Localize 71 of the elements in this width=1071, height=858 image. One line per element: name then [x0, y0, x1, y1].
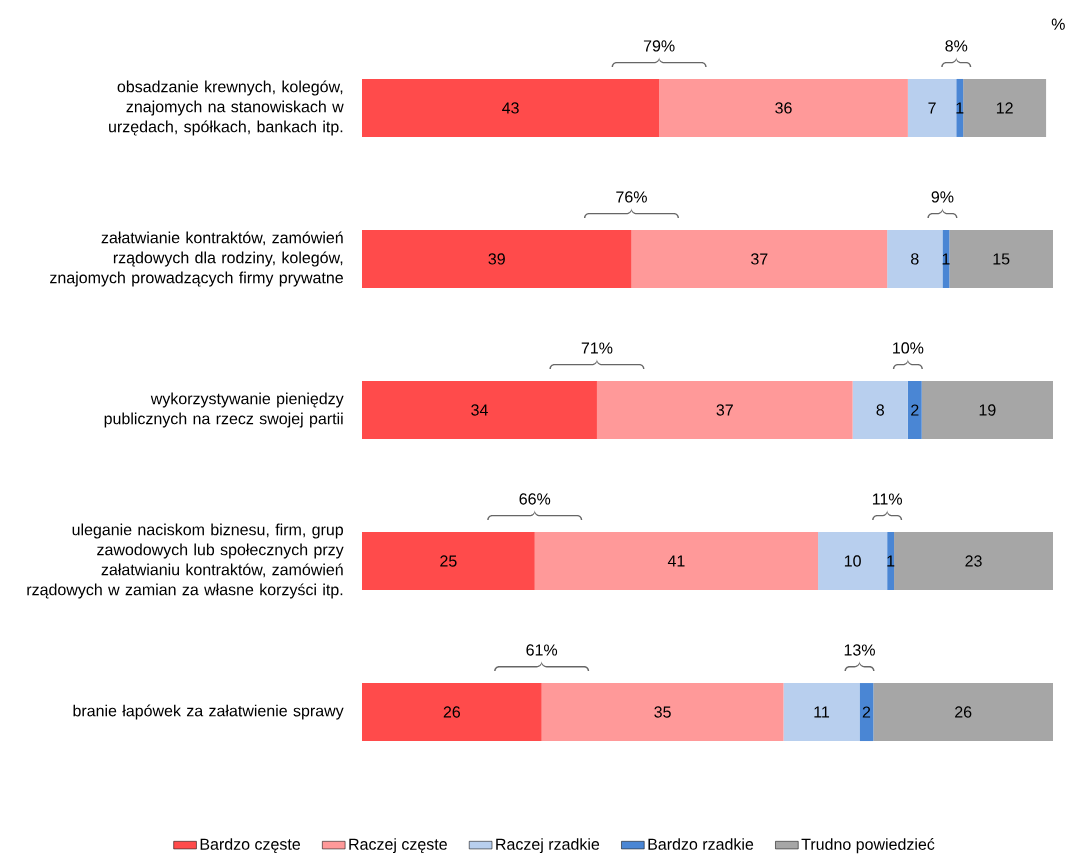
bar: [942, 230, 950, 289]
bar: [783, 683, 860, 742]
data-label: 15: [993, 253, 1010, 265]
data-label: 1: [887, 555, 895, 567]
bar: [818, 532, 888, 591]
data-label: 34: [471, 404, 488, 416]
data-label: 39: [488, 253, 505, 265]
bar: [631, 230, 888, 289]
legend-label: Trudno powiedzieć: [801, 838, 935, 854]
bar: [921, 381, 1053, 440]
bar: [852, 381, 908, 440]
y-tick-label: branie łapówek za załatwienie sprawy: [73, 704, 344, 720]
y-tick-label: obsadzanie krewnych, kolegów, znajomych na stanowiskach w urzędach, spółkach, bankach itp.: [109, 80, 344, 136]
bar: [859, 683, 874, 742]
data-label: 8: [876, 404, 885, 416]
bar: [907, 381, 922, 440]
bar: [949, 230, 1053, 289]
bar: [541, 683, 784, 742]
legend-label: Raczej częste: [349, 838, 447, 854]
bar: [362, 230, 632, 289]
bar: [907, 79, 957, 138]
data-label: 26: [955, 706, 972, 718]
data-label: 26: [443, 706, 461, 718]
y-tick-label: uleganie naciskom biznesu, firm, grup zawodowych lub społecznych przy załatwianiu kontraktów, zamówień rządowych w zamian za własne korzyści itp.: [27, 523, 344, 599]
bar: [596, 381, 853, 440]
data-label: 23: [965, 555, 982, 567]
annotation: 79%: [643, 40, 675, 52]
text: %: [1051, 18, 1065, 30]
y-tick-label: wykorzystywanie pieniędzy publicznych na rzecz swojej partii: [104, 392, 344, 428]
annotation: 8%: [945, 40, 968, 52]
data-label: 25: [440, 555, 457, 567]
annotation: 11%: [872, 493, 903, 505]
data-label: 43: [502, 102, 519, 114]
annotation: 13%: [844, 644, 875, 656]
bar: [659, 79, 908, 138]
data-label: 41: [667, 555, 685, 567]
data-label: 1: [956, 102, 964, 114]
legend-label: Bardzo rzadkie: [648, 838, 754, 851]
bar: [894, 532, 1053, 591]
legend-label: Bardzo częste: [200, 838, 301, 854]
data-label: 7: [928, 102, 936, 114]
data-label: 36: [775, 102, 792, 114]
bar: [362, 532, 535, 591]
bar: [362, 79, 660, 138]
data-label: 10: [844, 555, 861, 567]
bar: [887, 532, 895, 591]
data-label: 2: [862, 706, 871, 718]
annotation: 9%: [931, 191, 954, 203]
bar: [873, 683, 1053, 742]
bar: [963, 79, 1047, 138]
data-label: 19: [979, 404, 996, 416]
bar: [956, 79, 964, 138]
data-label: 37: [751, 253, 768, 265]
data-label: 37: [716, 404, 733, 416]
data-label: 1: [942, 253, 950, 265]
data-label: 12: [996, 102, 1013, 114]
bar: [887, 230, 943, 289]
annotation: 71%: [581, 342, 613, 354]
annotation: 66%: [519, 493, 551, 505]
bar: [534, 532, 819, 591]
annotation: 10%: [893, 342, 924, 354]
bar: [362, 381, 597, 440]
bar: [362, 683, 542, 742]
data-label: 11: [814, 706, 830, 718]
annotation: 76%: [616, 191, 647, 203]
data-label: 2: [911, 404, 919, 416]
y-tick-label: załatwianie kontraktów, zamówień rządowych dla rodziny, kolegów, znajomych prowadzących firmy prywatne: [50, 231, 343, 287]
data-label: 35: [654, 706, 671, 718]
legend-label: Raczej rzadkie: [496, 838, 600, 854]
annotation: 61%: [526, 644, 558, 656]
data-label: 8: [911, 253, 919, 265]
